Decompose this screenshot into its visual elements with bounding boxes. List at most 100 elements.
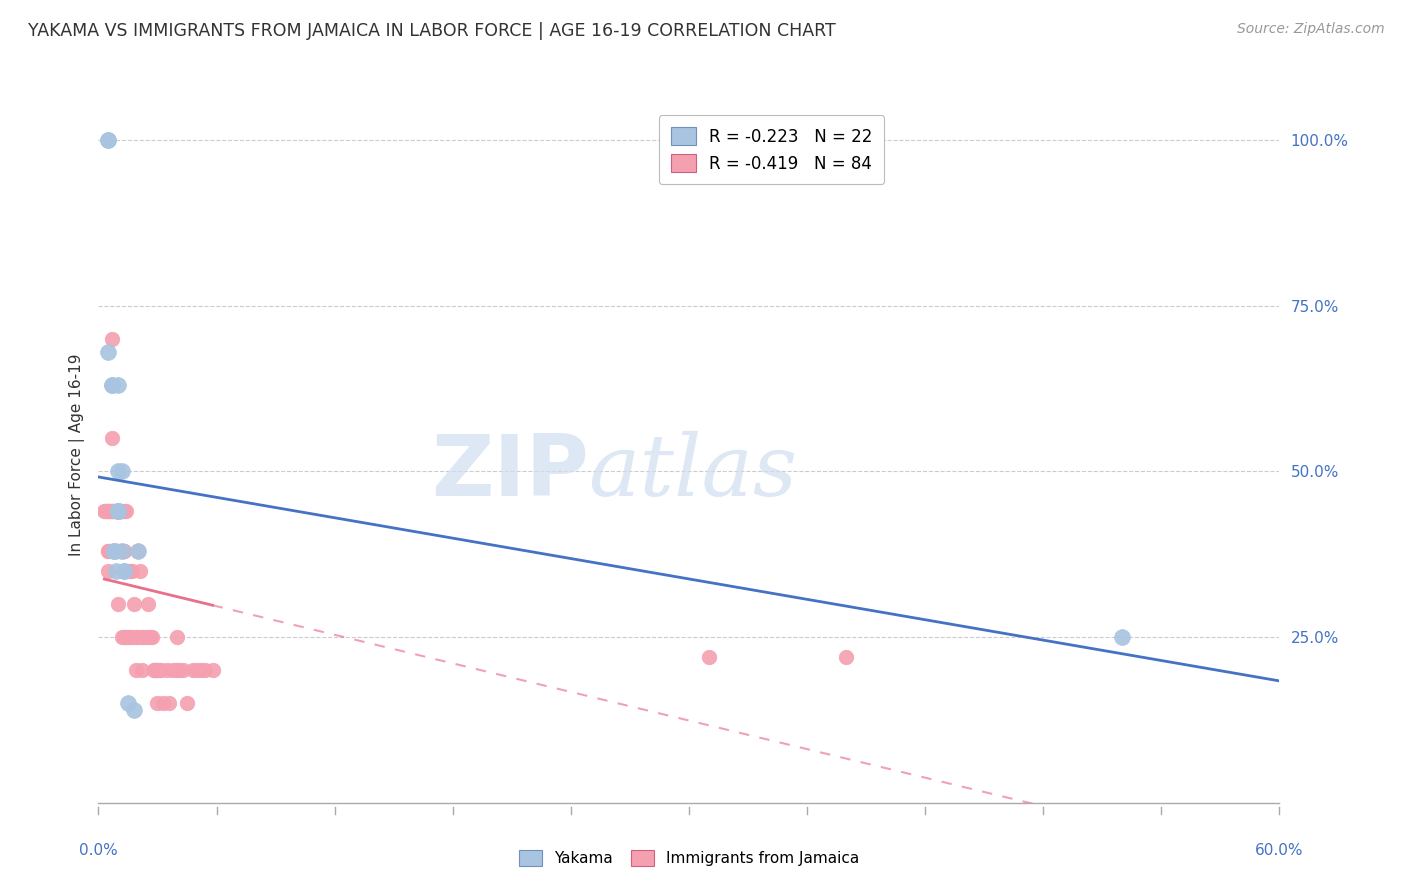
Point [201, 663, 224, 677]
Point [98, 504, 121, 518]
Text: YAKAMA VS IMMIGRANTS FROM JAMAICA IN LABOR FORCE | AGE 16-19 CORRELATION CHART: YAKAMA VS IMMIGRANTS FROM JAMAICA IN LAB… [28, 22, 837, 40]
Point [105, 504, 128, 518]
Point [1111, 630, 1133, 644]
Point [166, 630, 188, 644]
Point [194, 663, 217, 677]
Point [97, 345, 120, 359]
Text: 0.0%: 0.0% [79, 843, 118, 858]
Point [146, 663, 169, 677]
Point [105, 544, 128, 558]
Point [121, 630, 143, 644]
Point [122, 597, 145, 611]
Point [103, 544, 125, 558]
Point [186, 663, 208, 677]
Legend: R = -0.223   N = 22, R = -0.419   N = 84: R = -0.223 N = 22, R = -0.419 N = 84 [659, 115, 884, 185]
Point [96, 504, 118, 518]
Point [107, 504, 129, 518]
Point [697, 650, 720, 665]
Point [142, 663, 165, 677]
Point [107, 597, 129, 611]
Point [125, 630, 148, 644]
Point [97, 544, 120, 558]
Point [103, 544, 125, 558]
Point [835, 650, 858, 665]
Y-axis label: In Labor Force | Age 16-19: In Labor Force | Age 16-19 [69, 353, 84, 557]
Point [138, 630, 160, 644]
Point [97, 133, 120, 147]
Text: Source: ZipAtlas.com: Source: ZipAtlas.com [1237, 22, 1385, 37]
Point [167, 663, 190, 677]
Point [112, 564, 135, 578]
Point [157, 697, 180, 711]
Point [136, 597, 159, 611]
Point [108, 544, 131, 558]
Point [125, 663, 148, 677]
Point [148, 663, 170, 677]
Point [107, 504, 129, 518]
Point [118, 630, 141, 644]
Point [105, 564, 128, 578]
Point [131, 663, 153, 677]
Point [112, 544, 135, 558]
Point [141, 630, 163, 644]
Point [118, 564, 141, 578]
Point [101, 378, 124, 392]
Point [101, 544, 124, 558]
Point [107, 544, 129, 558]
Text: ZIP: ZIP [430, 431, 589, 514]
Point [105, 544, 128, 558]
Point [108, 504, 131, 518]
Point [172, 663, 194, 677]
Legend: Yakama, Immigrants from Jamaica: Yakama, Immigrants from Jamaica [509, 840, 869, 875]
Point [150, 663, 173, 677]
Point [93, 504, 115, 518]
Point [117, 697, 139, 711]
Point [127, 630, 149, 644]
Point [97, 133, 120, 147]
Point [107, 465, 129, 479]
Point [97, 564, 120, 578]
Point [107, 378, 129, 392]
Point [166, 663, 188, 677]
Point [107, 504, 129, 518]
Point [122, 703, 145, 717]
Point [156, 663, 179, 677]
Point [107, 504, 129, 518]
Point [101, 504, 124, 518]
Point [127, 544, 149, 558]
Point [136, 630, 159, 644]
Point [101, 378, 124, 392]
Point [162, 663, 184, 677]
Point [121, 564, 143, 578]
Point [115, 504, 138, 518]
Point [107, 504, 129, 518]
Point [101, 504, 124, 518]
Point [181, 663, 204, 677]
Point [103, 504, 125, 518]
Point [145, 663, 167, 677]
Point [112, 544, 135, 558]
Point [115, 630, 138, 644]
Point [103, 504, 125, 518]
Point [112, 630, 135, 644]
Point [127, 544, 149, 558]
Point [107, 504, 129, 518]
Point [152, 697, 174, 711]
Point [190, 663, 212, 677]
Point [97, 544, 120, 558]
Point [146, 697, 169, 711]
Text: atlas: atlas [589, 431, 797, 514]
Point [176, 697, 198, 711]
Point [112, 564, 135, 578]
Point [98, 504, 121, 518]
Point [111, 630, 134, 644]
Point [117, 564, 139, 578]
Point [131, 630, 153, 644]
Point [107, 544, 129, 558]
Point [97, 504, 120, 518]
Point [111, 504, 134, 518]
Point [107, 504, 129, 518]
Point [117, 630, 139, 644]
Point [97, 504, 120, 518]
Point [128, 564, 150, 578]
